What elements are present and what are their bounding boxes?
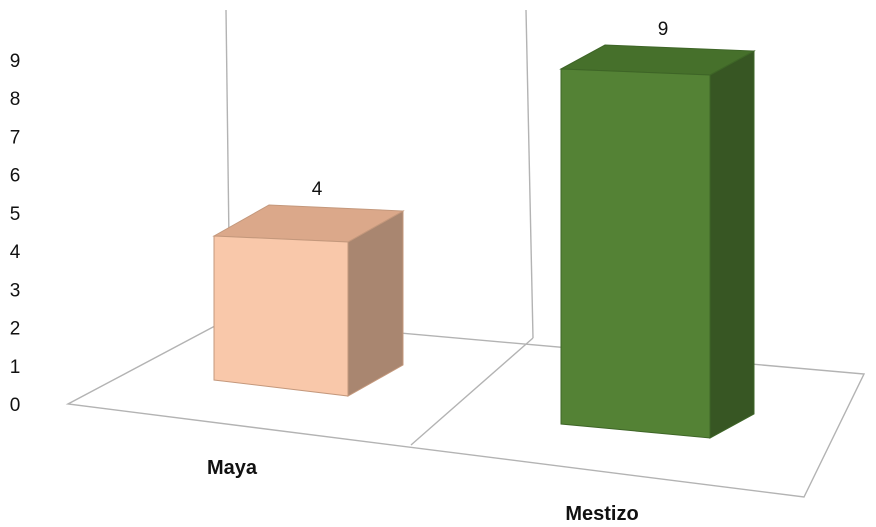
- back-wall-middle-edge: [525, 9, 534, 339]
- bars: 49: [212, 19, 756, 439]
- data-label-mestizo: 9: [658, 19, 669, 40]
- bar-side-maya: [347, 210, 404, 397]
- bar-maya: 4: [212, 179, 405, 397]
- y-tick-label: 4: [10, 242, 21, 263]
- bar-mestizo: 9: [559, 19, 756, 439]
- bar-front-mestizo: [560, 68, 711, 439]
- y-tick-label: 1: [10, 357, 21, 378]
- y-tick-label: 9: [10, 51, 21, 72]
- category-labels: Maya Mestizo: [207, 457, 639, 525]
- bar-side-mestizo: [709, 50, 755, 439]
- y-tick-label: 5: [10, 204, 21, 225]
- bar-front-maya: [213, 235, 349, 397]
- category-label-maya: Maya: [207, 457, 258, 479]
- y-tick-label: 3: [10, 280, 21, 301]
- y-tick-label: 8: [10, 89, 21, 110]
- data-label-maya: 4: [312, 179, 323, 200]
- y-tick-label: 2: [10, 319, 21, 340]
- y-axis-ticks: 0 1 2 3 4 5 6 7 8 9: [10, 51, 21, 416]
- floor-divider: [410, 337, 534, 446]
- y-tick-label: 7: [10, 127, 21, 148]
- y-tick-label: 0: [10, 395, 21, 416]
- category-label-mestizo: Mestizo: [565, 503, 638, 525]
- y-tick-label: 6: [10, 166, 21, 187]
